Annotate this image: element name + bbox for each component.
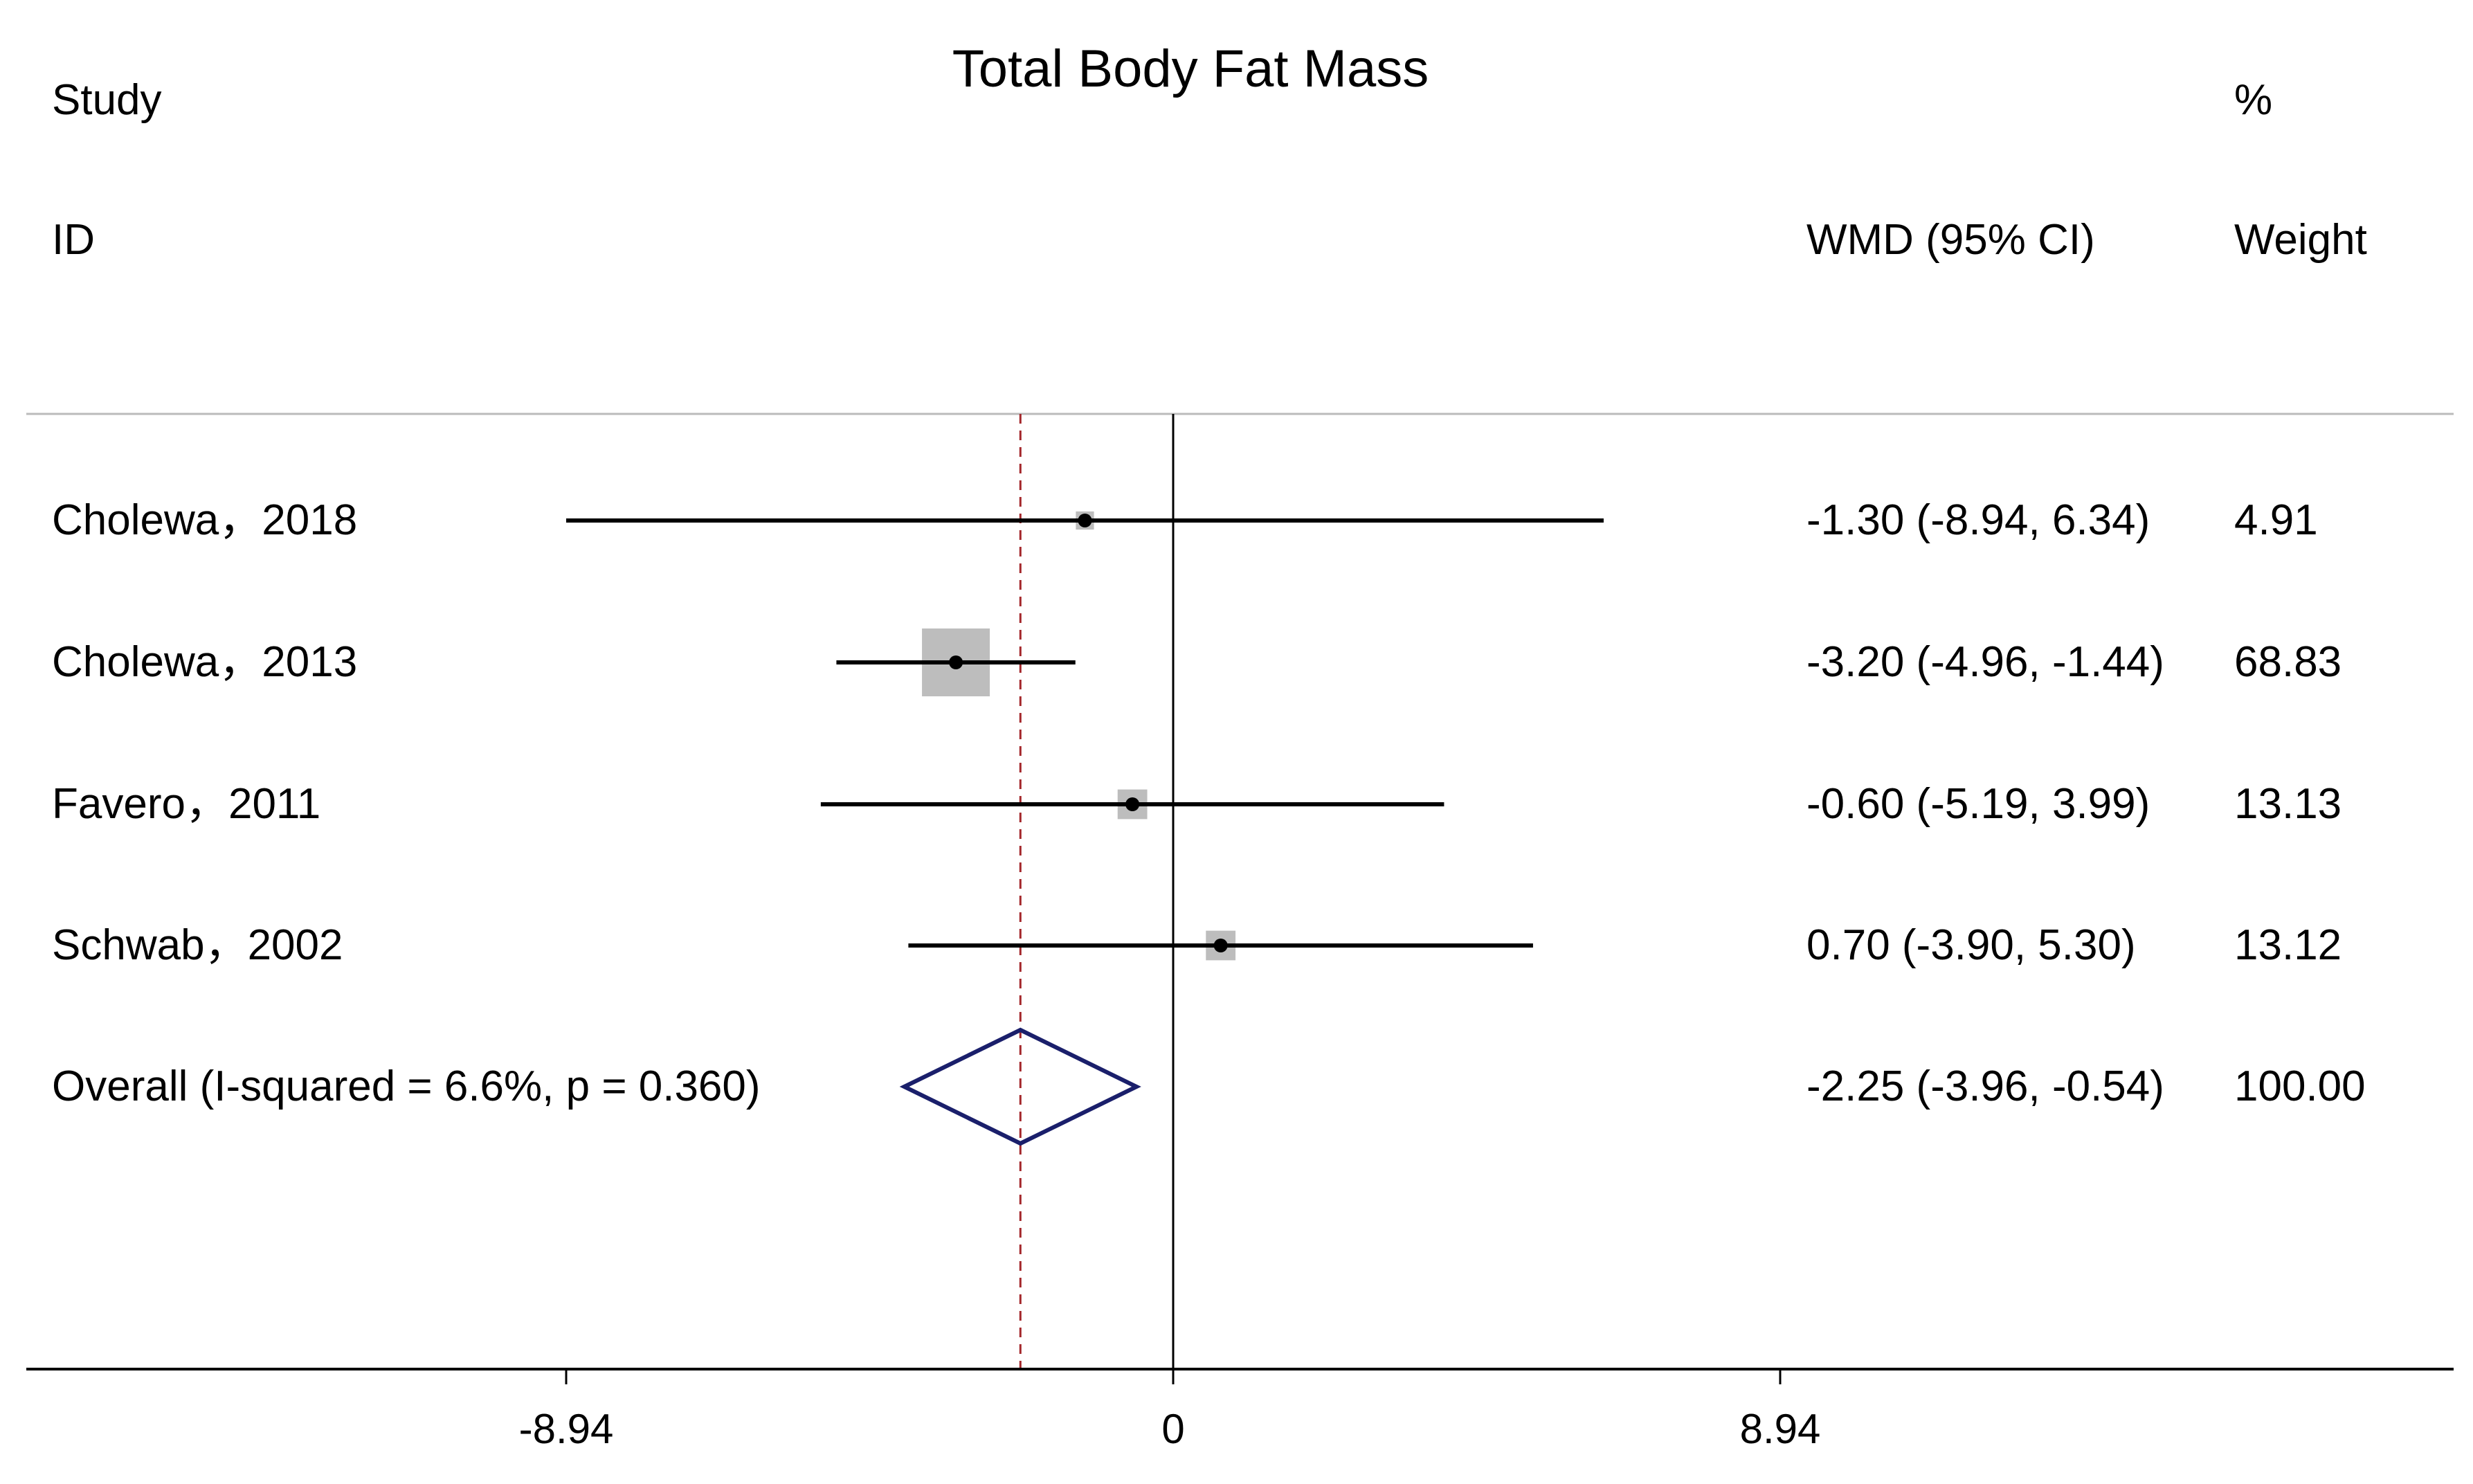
header-weight-percent: % [2234, 76, 2272, 124]
plot-marks [566, 414, 1604, 1369]
overall-ci-text: -2.25 (-3.96, -0.54) [1806, 1062, 2164, 1110]
header-id: ID [52, 216, 95, 264]
x-tick-label: 0 [1161, 1406, 1184, 1452]
study-label: Favero，2011 [52, 780, 320, 828]
point-estimate [949, 655, 963, 669]
point-estimate [1078, 514, 1092, 527]
overall-label: Overall (I-squared = 6.6%, p = 0.360) [52, 1062, 761, 1110]
overall-diamond [899, 1027, 1141, 1146]
study-rows: Cholewa，2018 -1.30 (-8.94, 6.34) 4.91 Chole… [52, 496, 2366, 1110]
study-label: Cholewa，2018 [52, 496, 357, 544]
header-study: Study [52, 76, 162, 124]
chart-title: Total Body Fat Mass [952, 39, 1429, 98]
study-weight-text: 68.83 [2234, 638, 2341, 686]
study-weight-text: 13.13 [2234, 780, 2341, 828]
header-effect: WMD (95% CI) [1806, 216, 2095, 264]
study-ci-text: -1.30 (-8.94, 6.34) [1806, 496, 2150, 544]
study-label: Schwab，2002 [52, 921, 343, 969]
overall-weight-text: 100.00 [2234, 1062, 2366, 1110]
x-tick-label: 8.94 [1740, 1406, 1821, 1452]
x-axis-ticks: -8.94 0 8.94 [519, 1369, 1821, 1452]
header-weight: Weight [2234, 216, 2367, 264]
study-weight-text: 13.12 [2234, 921, 2341, 969]
study-ci-text: -0.60 (-5.19, 3.99) [1806, 780, 2150, 828]
point-estimate [1125, 797, 1140, 811]
study-ci-text: 0.70 (-3.90, 5.30) [1806, 921, 2136, 969]
x-tick-label: -8.94 [519, 1406, 614, 1452]
study-label: Cholewa，2013 [52, 638, 357, 686]
study-weight-text: 4.91 [2234, 496, 2318, 544]
study-ci-text: -3.20 (-4.96, -1.44) [1806, 638, 2164, 686]
point-estimate [1213, 939, 1228, 952]
